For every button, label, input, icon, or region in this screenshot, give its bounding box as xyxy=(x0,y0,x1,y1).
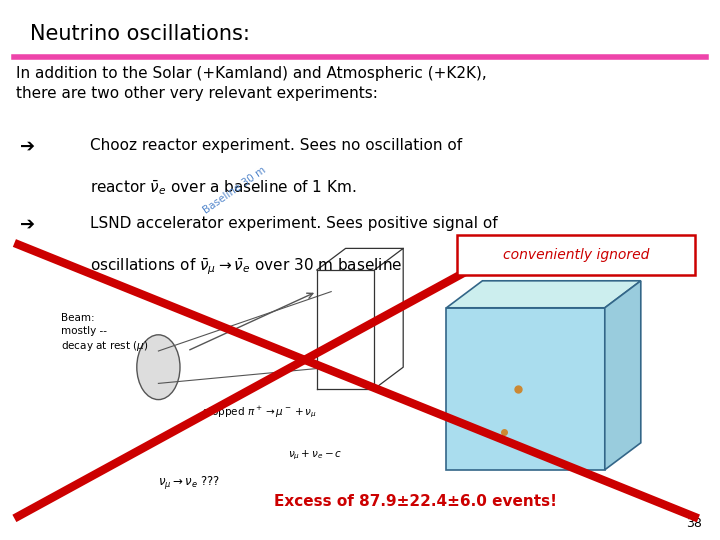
Text: 38: 38 xyxy=(686,517,702,530)
Text: stopped $\pi^+ \rightarrow \mu^- + \nu_{\mu}$: stopped $\pi^+ \rightarrow \mu^- + \nu_{… xyxy=(202,405,317,421)
Polygon shape xyxy=(605,281,641,470)
Text: oscillations of $\bar{\nu}_{\mu} \rightarrow \bar{\nu}_e$ over 30 m baseline: oscillations of $\bar{\nu}_{\mu} \righta… xyxy=(90,256,402,277)
Text: Neutrino oscillations:: Neutrino oscillations: xyxy=(30,24,250,44)
Text: $\nu_{\mu} \rightarrow \nu_e$ ???: $\nu_{\mu} \rightarrow \nu_e$ ??? xyxy=(158,475,220,491)
Polygon shape xyxy=(446,281,641,308)
Polygon shape xyxy=(446,308,605,470)
Bar xyxy=(457,235,695,275)
Text: Excess of 87.9±22.4±6.0 events!: Excess of 87.9±22.4±6.0 events! xyxy=(274,494,557,509)
Text: reactor $\bar{\nu}_e$ over a baseline of 1 Km.: reactor $\bar{\nu}_e$ over a baseline of… xyxy=(90,178,356,197)
Text: ➔: ➔ xyxy=(20,138,35,156)
Text: conveniently ignored: conveniently ignored xyxy=(503,248,649,262)
Text: ➔: ➔ xyxy=(20,216,35,234)
Ellipse shape xyxy=(137,335,180,400)
Text: Chooz reactor experiment. Sees no oscillation of: Chooz reactor experiment. Sees no oscill… xyxy=(90,138,462,153)
Text: LSND accelerator experiment. Sees positive signal of: LSND accelerator experiment. Sees positi… xyxy=(90,216,498,231)
Bar xyxy=(14,259,698,518)
Text: Beam:
mostly --
decay at rest ($\mu$): Beam: mostly -- decay at rest ($\mu$) xyxy=(61,313,148,353)
Text: $\nu_{\mu} + \nu_e - c$: $\nu_{\mu} + \nu_e - c$ xyxy=(288,448,342,462)
Text: Baseline 30 m: Baseline 30 m xyxy=(202,165,268,216)
Text: In addition to the Solar (+Kamland) and Atmospheric (+K2K),
there are two other : In addition to the Solar (+Kamland) and … xyxy=(16,66,487,102)
